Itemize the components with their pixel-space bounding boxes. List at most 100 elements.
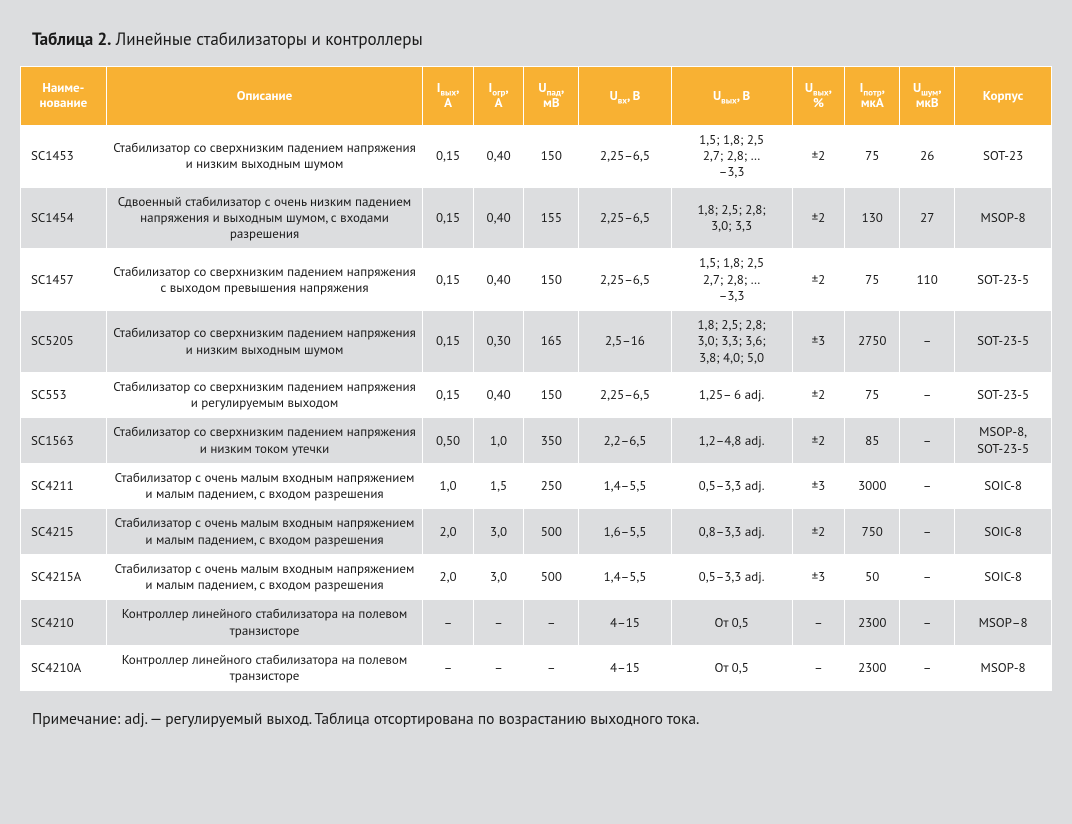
cell-iout: 0,15 <box>423 125 474 187</box>
cell-pkg: MSOP-8 <box>955 187 1052 249</box>
cell-uout: От 0,5 <box>671 645 792 691</box>
cell-udrop: 150 <box>524 372 579 418</box>
cell-tol: ±3 <box>792 554 845 600</box>
cell-uout: 1,8; 2,5; 2,8;3,0; 3,3 <box>671 187 792 249</box>
cell-uout: 0,8–3,3 adj. <box>671 509 792 555</box>
cell-tol: ±2 <box>792 372 845 418</box>
cell-uout: 1,5; 1,8; 2,52,7; 2,8; …–3,3 <box>671 125 792 187</box>
cell-iout: 0,50 <box>423 418 474 464</box>
cell-uin: 2,25–6,5 <box>579 125 671 187</box>
cell-udrop: – <box>524 645 579 691</box>
col-header-tol: Uвых,% <box>792 67 845 126</box>
regulators-table: Наиме-нование Описание Iвых,А Iогр,А Uпа… <box>20 66 1052 691</box>
cell-uout: 0,5–3,3 adj. <box>671 463 792 509</box>
cell-uin: 2,5–16 <box>579 311 671 373</box>
cell-tol: – <box>792 600 845 646</box>
cell-tol: ±3 <box>792 311 845 373</box>
cell-uout: 1,5; 1,8; 2,52,7; 2,8; …–3,3 <box>671 249 792 311</box>
cell-uin: 1,4–5,5 <box>579 554 671 600</box>
col-header-uout: Uвых, В <box>671 67 792 126</box>
cell-name: SC553 <box>21 372 107 418</box>
cell-ilim: 0,40 <box>473 187 524 249</box>
cell-pkg: MSOP–8 <box>955 600 1052 646</box>
cell-iout: 0,15 <box>423 187 474 249</box>
cell-iout: 2,0 <box>423 509 474 555</box>
cell-uin: 2,25–6,5 <box>579 372 671 418</box>
cell-udrop: 155 <box>524 187 579 249</box>
cell-uin: 2,25–6,5 <box>579 187 671 249</box>
cell-uout: 1,8; 2,5; 2,8;3,0; 3,3; 3,6;3,8; 4,0; 5,… <box>671 311 792 373</box>
cell-tol: ±2 <box>792 509 845 555</box>
col-header-udrop: Uпад,мВ <box>524 67 579 126</box>
cell-ilim: – <box>473 645 524 691</box>
cell-iout: 0,15 <box>423 311 474 373</box>
cell-pkg: SOIC-8 <box>955 463 1052 509</box>
cell-ilim: 1,5 <box>473 463 524 509</box>
cell-udrop: 250 <box>524 463 579 509</box>
cell-udrop: 150 <box>524 249 579 311</box>
cell-noise: – <box>900 418 955 464</box>
col-header-iout: Iвых,А <box>423 67 474 126</box>
cell-tol: ±2 <box>792 418 845 464</box>
table-head: Наиме-нование Описание Iвых,А Iогр,А Uпа… <box>21 67 1052 126</box>
table-row: SC4211Стабилизатор с очень малым входным… <box>21 463 1052 509</box>
table-row: SC1454Сдвоенный стабилизатор с очень низ… <box>21 187 1052 249</box>
table-row: SC1457Стабилизатор со сверхнизким падени… <box>21 249 1052 311</box>
cell-noise: – <box>900 463 955 509</box>
cell-desc: Контроллер линейного стабилизатора на по… <box>106 600 423 646</box>
cell-iq: 85 <box>845 418 900 464</box>
table-footnote: Примечание: adj. — регулируемый выход. Т… <box>32 709 1048 730</box>
cell-ilim: 3,0 <box>473 554 524 600</box>
cell-ilim: 1,0 <box>473 418 524 464</box>
cell-desc: Стабилизатор со сверхнизким падением нап… <box>106 249 423 311</box>
table-row: SC553Стабилизатор со сверхнизким падение… <box>21 372 1052 418</box>
cell-iq: 75 <box>845 125 900 187</box>
cell-udrop: 500 <box>524 554 579 600</box>
header-row: Наиме-нование Описание Iвых,А Iогр,А Uпа… <box>21 67 1052 126</box>
cell-uout: 1,2–4,8 adj. <box>671 418 792 464</box>
cell-udrop: 150 <box>524 125 579 187</box>
cell-ilim: 0,40 <box>473 125 524 187</box>
col-header-ilim: Iогр,А <box>473 67 524 126</box>
cell-iq: 130 <box>845 187 900 249</box>
cell-udrop: – <box>524 600 579 646</box>
cell-pkg: SOT-23-5 <box>955 311 1052 373</box>
cell-name: SC1563 <box>21 418 107 464</box>
caption-bold: Таблица 2. <box>32 28 111 50</box>
cell-desc: Стабилизатор с очень малым входным напря… <box>106 554 423 600</box>
table-row: SC1563Стабилизатор со сверхнизким падени… <box>21 418 1052 464</box>
cell-udrop: 350 <box>524 418 579 464</box>
cell-name: SC4210 <box>21 600 107 646</box>
cell-tol: ±2 <box>792 249 845 311</box>
cell-udrop: 500 <box>524 509 579 555</box>
cell-name: SC1457 <box>21 249 107 311</box>
cell-iout: 2,0 <box>423 554 474 600</box>
cell-tol: ±3 <box>792 463 845 509</box>
cell-uout: 1,25– 6 adj. <box>671 372 792 418</box>
table-caption: Таблица 2. Линейные стабилизаторы и конт… <box>32 28 1048 50</box>
cell-noise: 26 <box>900 125 955 187</box>
cell-iq: 75 <box>845 372 900 418</box>
cell-desc: Стабилизатор со сверхнизким падением нап… <box>106 418 423 464</box>
cell-iq: 75 <box>845 249 900 311</box>
cell-name: SC4210A <box>21 645 107 691</box>
cell-tol: ±2 <box>792 125 845 187</box>
page: Таблица 2. Линейные стабилизаторы и конт… <box>0 0 1072 824</box>
cell-noise: – <box>900 311 955 373</box>
col-header-name: Наиме-нование <box>21 67 107 126</box>
cell-noise: 110 <box>900 249 955 311</box>
cell-desc: Стабилизатор со сверхнизким падением нап… <box>106 311 423 373</box>
cell-name: SC4215A <box>21 554 107 600</box>
cell-iq: 750 <box>845 509 900 555</box>
col-header-pkg: Корпус <box>955 67 1052 126</box>
cell-uin: 1,4–5,5 <box>579 463 671 509</box>
col-header-desc: Описание <box>106 67 423 126</box>
col-header-uin: Uвх, В <box>579 67 671 126</box>
cell-name: SC1453 <box>21 125 107 187</box>
cell-udrop: 165 <box>524 311 579 373</box>
cell-iout: 0,15 <box>423 249 474 311</box>
cell-desc: Контроллер линейного стабилизатора на по… <box>106 645 423 691</box>
cell-uout: 0,5–3,3 adj. <box>671 554 792 600</box>
cell-name: SC1454 <box>21 187 107 249</box>
cell-name: SC4215 <box>21 509 107 555</box>
